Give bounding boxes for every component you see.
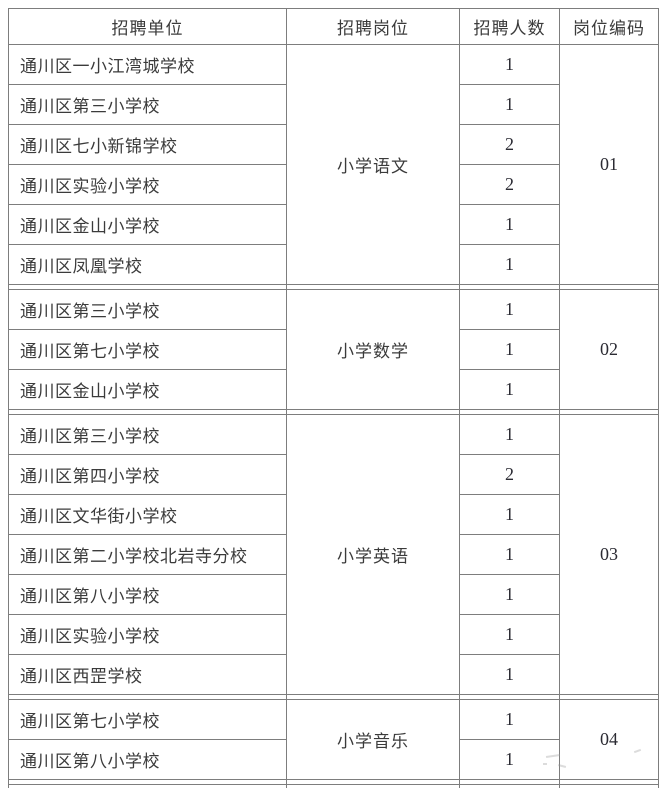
headcount-cell: 2 <box>459 164 560 205</box>
position-cell: 小学数学 <box>286 289 460 410</box>
headcount-cell: 1 <box>459 369 560 410</box>
position-cell: 小学语文 <box>286 44 460 285</box>
headcount-cell: 1 <box>459 204 560 245</box>
table-row: 通川区一小江湾城学校 小学语文 1 01 <box>8 44 659 285</box>
page: 招聘单位 招聘岗位 招聘人数 岗位编码 通川区一小江湾城学校 小学语文 1 01… <box>0 8 666 788</box>
table-row: 通川区实验小学校 2 <box>8 164 659 205</box>
header-row: 招聘单位 招聘岗位 招聘人数 岗位编码 <box>8 8 659 45</box>
headcount-cell: 1 <box>459 614 560 655</box>
table-row: 通川区第七小学校 1 <box>8 329 659 370</box>
table-row: 通川区第八小学校 1 <box>8 739 659 780</box>
headcount-cell: 1 <box>459 784 560 788</box>
col-header-recruiting-unit: 招聘单位 <box>8 8 287 45</box>
headcount-cell: 1 <box>459 534 560 575</box>
school-name-cell: 通川区第三小学校 <box>8 84 287 125</box>
recruitment-table: 招聘单位 招聘岗位 招聘人数 岗位编码 通川区一小江湾城学校 小学语文 1 01… <box>8 8 659 788</box>
table-row: 通川区第七小学校 小学音乐 1 04 <box>8 699 659 780</box>
scan-artifact <box>543 763 547 765</box>
table-row: 通川区第二小学校北岩寺分校 1 <box>8 534 659 575</box>
position-cell: 小学音乐 <box>286 699 460 780</box>
headcount-cell: 1 <box>459 739 560 780</box>
table-row: 通川区金山小学校 1 <box>8 369 659 410</box>
school-name-cell: 通川区实验小学校 <box>8 164 287 205</box>
school-name-cell: 通川区第二小学校北岩寺分校 <box>8 534 287 575</box>
table-header: 招聘单位 招聘岗位 招聘人数 岗位编码 <box>8 8 659 45</box>
table-row: 通川区第三小学校 小学数学 1 02 <box>8 289 659 410</box>
group-chinese: 通川区一小江湾城学校 小学语文 1 01 通川区第三小学校 1 通川区七小新锦学… <box>8 44 659 290</box>
position-code-cell: 04 <box>559 699 659 780</box>
headcount-cell: 1 <box>459 289 560 330</box>
school-name-cell: 通川区第三小学校 <box>8 289 287 330</box>
group-math: 通川区第三小学校 小学数学 1 02 通川区第七小学校 1 通川区金山小学校 1 <box>8 289 659 415</box>
headcount-cell: 1 <box>459 329 560 370</box>
group-english: 通川区第三小学校 小学英语 1 03 通川区第四小学校 2 通川区文华街小学校 … <box>8 414 659 700</box>
school-name-cell: 通川区实验小学校 <box>8 614 287 655</box>
col-header-position: 招聘岗位 <box>286 8 460 45</box>
school-name-cell: 通川区一小莲湖学校 <box>8 784 287 788</box>
school-name-cell: 通川区第八小学校 <box>8 574 287 615</box>
school-name-cell: 通川区凤凰学校 <box>8 244 287 285</box>
position-code-cell: 03 <box>559 414 659 695</box>
headcount-cell: 1 <box>459 494 560 535</box>
col-header-position-code: 岗位编码 <box>559 8 659 45</box>
school-name-cell: 通川区第八小学校 <box>8 739 287 780</box>
headcount-cell: 1 <box>459 44 560 85</box>
position-cell: 小学英语 <box>286 414 460 695</box>
table-row: 通川区一小莲湖学校 1 <box>8 784 659 788</box>
school-name-cell: 通川区一小江湾城学校 <box>8 44 287 85</box>
headcount-cell: 2 <box>459 454 560 495</box>
headcount-cell: 2 <box>459 124 560 165</box>
school-name-cell: 通川区西罡学校 <box>8 654 287 695</box>
position-cell <box>286 784 460 788</box>
school-name-cell: 通川区第七小学校 <box>8 329 287 370</box>
headcount-cell: 1 <box>459 414 560 455</box>
school-name-cell: 通川区金山小学校 <box>8 204 287 245</box>
position-code-cell <box>559 784 659 788</box>
headcount-cell: 1 <box>459 654 560 695</box>
table-row: 通川区七小新锦学校 2 <box>8 124 659 165</box>
school-name-cell: 通川区第七小学校 <box>8 699 287 740</box>
headcount-cell: 1 <box>459 699 560 740</box>
group-next-truncated: 通川区一小莲湖学校 1 <box>8 784 659 788</box>
school-name-cell: 通川区第四小学校 <box>8 454 287 495</box>
table-row: 通川区文华街小学校 1 <box>8 494 659 535</box>
school-name-cell: 通川区金山小学校 <box>8 369 287 410</box>
position-code-cell: 01 <box>559 44 659 285</box>
school-name-cell: 通川区文华街小学校 <box>8 494 287 535</box>
position-code-cell: 02 <box>559 289 659 410</box>
headcount-cell: 1 <box>459 84 560 125</box>
col-header-headcount: 招聘人数 <box>459 8 560 45</box>
headcount-cell: 1 <box>459 574 560 615</box>
table-row: 通川区第八小学校 1 <box>8 574 659 615</box>
school-name-cell: 通川区七小新锦学校 <box>8 124 287 165</box>
table-row: 通川区凤凰学校 1 <box>8 244 659 285</box>
group-music: 通川区第七小学校 小学音乐 1 04 通川区第八小学校 1 <box>8 699 659 785</box>
school-name-cell: 通川区第三小学校 <box>8 414 287 455</box>
table-row: 通川区第三小学校 1 <box>8 84 659 125</box>
headcount-cell: 1 <box>459 244 560 285</box>
table-row: 通川区第三小学校 小学英语 1 03 <box>8 414 659 695</box>
